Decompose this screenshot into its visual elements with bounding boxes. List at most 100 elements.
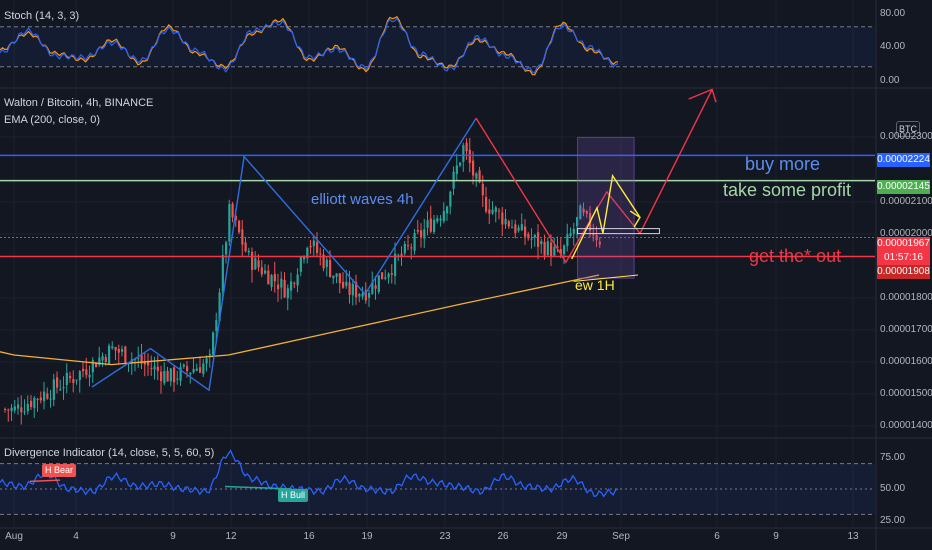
candle-body bbox=[420, 230, 423, 238]
candle-body bbox=[342, 281, 345, 288]
candle-body bbox=[56, 377, 59, 388]
candle-body bbox=[377, 275, 380, 292]
candle-body bbox=[101, 356, 104, 361]
candle-body bbox=[368, 293, 371, 298]
candle-body bbox=[559, 248, 562, 255]
candle-body bbox=[140, 355, 143, 364]
candle-body bbox=[283, 279, 286, 298]
candle-body bbox=[553, 246, 556, 256]
annotation-elliott: elliott waves 4h bbox=[311, 191, 414, 208]
x-axis-label: Sep bbox=[612, 531, 630, 542]
price-axis-label: 0.00002100 bbox=[880, 196, 932, 207]
candle-body bbox=[449, 191, 452, 207]
candle-body bbox=[231, 203, 234, 218]
candle-body bbox=[121, 349, 124, 352]
candle-body bbox=[381, 272, 384, 280]
stoch-axis-label: 80.00 bbox=[880, 8, 906, 19]
candle-body bbox=[514, 224, 517, 234]
candle-body bbox=[485, 197, 488, 212]
candle-body bbox=[407, 245, 410, 247]
x-axis-label: 9 bbox=[773, 531, 779, 542]
drawings bbox=[91, 88, 717, 392]
main-title: Walton / Bitcoin, 4h, BINANCE bbox=[4, 97, 154, 109]
ew-1h-box bbox=[577, 136, 635, 279]
candle-body bbox=[39, 397, 42, 401]
candle-body bbox=[543, 242, 546, 256]
candle-body bbox=[62, 387, 65, 389]
divergence-title: Divergence Indicator (14, close, 5, 5, 6… bbox=[4, 447, 215, 459]
candle-body bbox=[478, 170, 481, 183]
candle-body bbox=[527, 233, 530, 239]
price-axis-label: 0.00001600 bbox=[880, 356, 932, 367]
candle-body bbox=[10, 407, 13, 412]
candle-body bbox=[114, 346, 117, 351]
candle-body bbox=[49, 398, 52, 400]
candle-body bbox=[572, 228, 575, 234]
candle-body bbox=[43, 391, 46, 401]
candle-body bbox=[501, 212, 504, 225]
candle-body bbox=[36, 398, 39, 400]
candle-body bbox=[306, 247, 309, 259]
candle-body bbox=[345, 281, 348, 286]
annotation-buy-more: buy more bbox=[745, 154, 821, 174]
candle-body bbox=[364, 290, 367, 301]
stoch-axis-label: 0.00 bbox=[880, 75, 900, 86]
candle-body bbox=[4, 409, 7, 411]
candle-body bbox=[176, 378, 179, 380]
divergence-pane bbox=[0, 449, 875, 515]
candle-body bbox=[358, 293, 361, 297]
candle-body bbox=[160, 371, 163, 382]
candle-body bbox=[17, 404, 20, 409]
candle-body bbox=[488, 209, 491, 214]
candle-body bbox=[413, 233, 416, 251]
candle-body bbox=[244, 242, 247, 252]
candle-body bbox=[124, 346, 127, 363]
currency-button[interactable]: BTC bbox=[896, 121, 920, 137]
price-tag-out: 0.00001908 bbox=[877, 265, 930, 279]
stoch-band bbox=[0, 26, 875, 67]
candle-body bbox=[212, 332, 215, 355]
stoch-d-line bbox=[0, 15, 619, 76]
candle-body bbox=[163, 371, 166, 384]
candle-body bbox=[429, 218, 432, 232]
candle-body bbox=[247, 250, 250, 253]
candle-body bbox=[117, 348, 120, 353]
candle-body bbox=[251, 251, 254, 271]
candle-body bbox=[338, 273, 341, 284]
bull-divergence-line bbox=[224, 485, 293, 490]
price-axis-label: 0.00002300 bbox=[880, 131, 932, 142]
candle-body bbox=[189, 372, 192, 375]
candle-body bbox=[199, 367, 202, 373]
horizontal-levels bbox=[0, 154, 875, 258]
candle-body bbox=[546, 241, 549, 256]
candle-body bbox=[355, 282, 358, 298]
candle-body bbox=[533, 235, 536, 238]
candle-body bbox=[296, 274, 299, 286]
candle-body bbox=[475, 173, 478, 179]
candle-body bbox=[550, 242, 553, 257]
candle-body bbox=[182, 364, 185, 367]
projection-wave bbox=[475, 89, 713, 264]
candle-body bbox=[416, 229, 419, 232]
candle-body bbox=[592, 233, 595, 236]
candle-body bbox=[563, 245, 566, 255]
candle-body bbox=[234, 215, 237, 221]
candle-body bbox=[394, 253, 397, 276]
candle-body bbox=[468, 149, 471, 163]
candle-body bbox=[85, 369, 88, 376]
ema-title: EMA (200, close, 0) bbox=[4, 114, 100, 126]
candle-body bbox=[143, 362, 146, 365]
candle-body bbox=[150, 367, 153, 369]
x-axis-label: 29 bbox=[556, 531, 568, 542]
annotation-ew1h: ew 1H bbox=[575, 277, 615, 293]
candle-body bbox=[179, 367, 182, 381]
price-tag-buy: 0.00002224 bbox=[877, 153, 930, 167]
elliott-wave-4h bbox=[91, 117, 477, 392]
ew-1h-arrowhead bbox=[629, 210, 641, 228]
candle-body bbox=[238, 220, 241, 233]
target-zone-box bbox=[577, 228, 660, 235]
candle-body bbox=[286, 288, 289, 299]
candle-body bbox=[361, 293, 364, 297]
candle-body bbox=[455, 165, 458, 174]
candle-body bbox=[598, 241, 601, 245]
